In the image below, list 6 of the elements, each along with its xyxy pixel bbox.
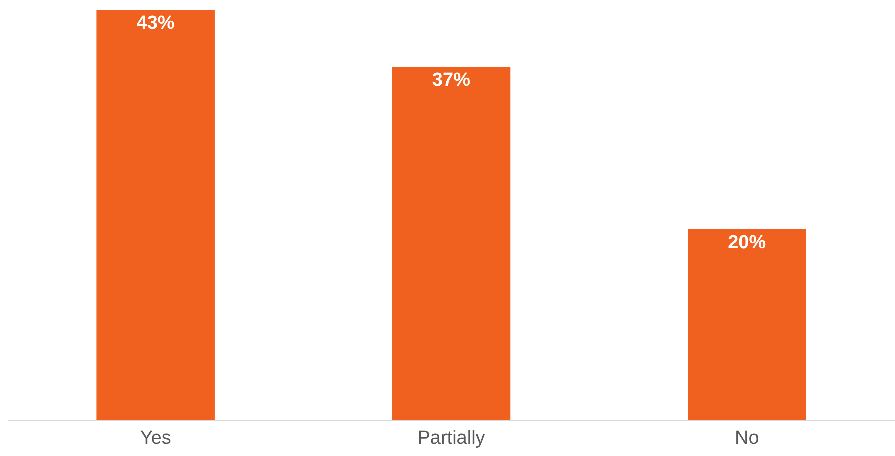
x-tick-label: Yes [140,428,172,449]
x-tick-label: Partially [418,428,486,449]
data-label: 43% [136,13,175,34]
x-tick-label: No [735,428,760,449]
data-label: 37% [432,70,471,92]
data-label: 20% [728,232,766,254]
